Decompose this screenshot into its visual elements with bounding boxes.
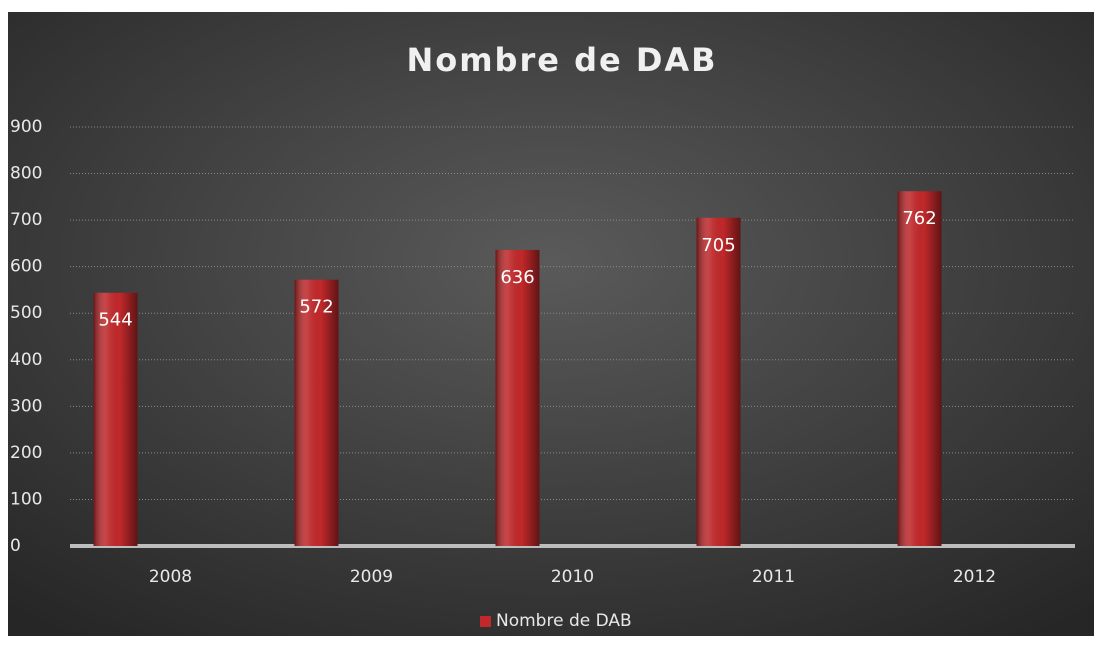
legend-marker	[480, 616, 491, 627]
y-tick-label: 800	[10, 164, 42, 184]
y-tick-label: 700	[10, 210, 42, 230]
bar-shading	[696, 217, 741, 547]
bar-shading	[93, 292, 138, 546]
bar-shading	[495, 249, 540, 546]
y-tick-label: 500	[10, 303, 42, 323]
legend-label: Nombre de DAB	[496, 611, 632, 631]
x-tick-label: 2008	[149, 567, 192, 587]
data-label: 705	[701, 235, 735, 256]
bar-shading	[897, 191, 942, 546]
y-tick-label: 0	[10, 536, 21, 556]
bar-shading	[294, 279, 339, 546]
x-tick-label: 2012	[953, 567, 996, 587]
x-tick-label: 2009	[350, 567, 393, 587]
data-label: 762	[902, 208, 936, 229]
y-tick-label: 200	[10, 443, 42, 463]
x-tick-label: 2010	[551, 567, 594, 587]
data-label: 636	[500, 267, 534, 288]
data-label: 572	[299, 297, 333, 318]
x-tick-label: 2011	[752, 567, 795, 587]
y-tick-label: 600	[10, 257, 42, 277]
y-tick-label: 100	[10, 489, 42, 509]
y-tick-label: 900	[10, 117, 42, 137]
data-label: 544	[98, 310, 132, 331]
y-tick-label: 300	[10, 396, 42, 416]
chart-title: Nombre de DAB	[406, 41, 717, 79]
y-tick-label: 400	[10, 350, 42, 370]
